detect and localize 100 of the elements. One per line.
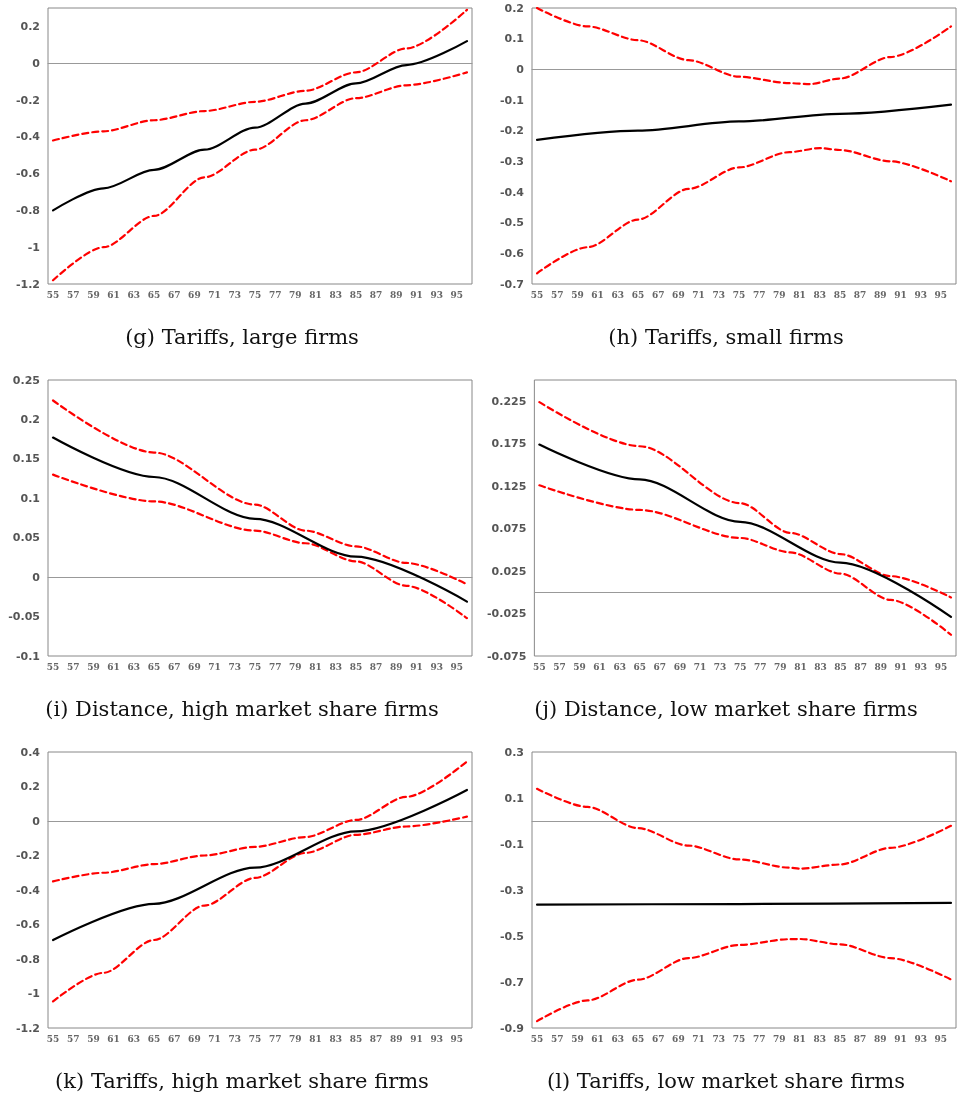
- x-tick-label: 65: [631, 1033, 645, 1044]
- y-tick-label: 0.2: [504, 1, 524, 15]
- x-tick-label: 95: [934, 1033, 948, 1044]
- x-tick-label: 65: [147, 289, 161, 300]
- x-tick-label: 61: [593, 661, 606, 672]
- x-tick-label: 63: [127, 661, 141, 672]
- y-tick-label: -0.8: [15, 952, 40, 966]
- x-tick-label: 55: [46, 289, 60, 300]
- x-tick-label: 71: [692, 1033, 705, 1044]
- x-tick-label: 69: [672, 289, 685, 300]
- x-tick-label: 83: [813, 289, 826, 300]
- text: (i) Distance, high market share firms: [45, 696, 439, 721]
- x-tick-label: 87: [854, 661, 867, 672]
- x-tick-label: 71: [693, 661, 707, 672]
- x-tick-label: 63: [127, 289, 141, 300]
- x-tick-label: 85: [349, 289, 363, 300]
- x-tick-label: 57: [66, 1033, 80, 1044]
- x-tick-label: 87: [853, 289, 867, 300]
- x-tick-label: 77: [752, 1033, 766, 1044]
- x-tick-label: 93: [430, 289, 443, 300]
- x-tick-label: 59: [87, 289, 100, 300]
- y-tick-label: -0.9: [499, 1021, 524, 1035]
- x-tick-label: 57: [550, 289, 564, 300]
- x-tick-label: 73: [228, 661, 242, 672]
- x-tick-label: 77: [753, 661, 767, 672]
- x-tick-label: 57: [66, 289, 80, 300]
- x-tick-label: 89: [390, 661, 403, 672]
- x-tick-label: 61: [591, 289, 604, 300]
- y-tick-label: 0: [32, 570, 41, 584]
- y-tick-label: 0: [516, 62, 525, 76]
- y-tick-label: -0.8: [15, 203, 40, 217]
- x-tick-label: 67: [653, 661, 667, 672]
- y-tick-label: -0.2: [499, 124, 524, 138]
- x-tick-label: 81: [309, 289, 322, 300]
- x-tick-label: 69: [672, 1033, 685, 1044]
- x-tick-label: 81: [309, 1033, 322, 1044]
- y-tick-label: -0.3: [499, 154, 524, 168]
- x-tick-label: 59: [571, 289, 584, 300]
- x-tick-label: 91: [894, 1033, 907, 1044]
- x-tick-label: 95: [450, 661, 464, 672]
- x-tick-label: 65: [147, 661, 161, 672]
- x-tick-label: 69: [188, 289, 201, 300]
- x-tick-label: 87: [369, 1033, 383, 1044]
- text: (h) Tariffs, small firms: [608, 324, 844, 349]
- y-tick-label: -0.1: [499, 93, 524, 107]
- x-tick-label: 59: [573, 661, 586, 672]
- text: (g) Tariffs, large firms: [125, 324, 359, 349]
- x-tick-label: 79: [773, 289, 786, 300]
- x-tick-label: 57: [553, 661, 566, 672]
- x-tick-label: 69: [188, 1033, 201, 1044]
- x-tick-label: 77: [268, 661, 282, 672]
- x-tick-label: 75: [248, 289, 262, 300]
- x-tick-label: 81: [793, 289, 806, 300]
- y-tick-label: -0.7: [499, 277, 524, 291]
- x-tick-label: 65: [631, 289, 645, 300]
- x-tick-label: 61: [107, 289, 120, 300]
- x-tick-label: 63: [611, 289, 625, 300]
- x-tick-label: 95: [934, 289, 948, 300]
- x-tick-label: 91: [894, 661, 908, 672]
- x-tick-label: 75: [732, 1033, 746, 1044]
- y-tick-label: 0: [32, 814, 41, 828]
- y-tick-label: -0.2: [15, 849, 40, 862]
- x-tick-label: 79: [773, 1033, 786, 1044]
- x-tick-label: 93: [914, 1033, 927, 1044]
- y-tick-label: -0.2: [15, 93, 40, 107]
- x-tick-label: 85: [834, 661, 847, 672]
- x-tick-label: 75: [732, 289, 746, 300]
- x-tick-label: 71: [208, 1033, 221, 1044]
- text: (l) Tariffs, low market share firms: [547, 1068, 905, 1093]
- line-series: [538, 484, 953, 636]
- x-tick-label: 83: [814, 661, 827, 672]
- x-tick-label: 85: [349, 1033, 363, 1044]
- x-tick-label: 79: [289, 289, 302, 300]
- x-tick-label: 59: [571, 1033, 584, 1044]
- x-tick-label: 93: [914, 289, 927, 300]
- x-tick-label: 67: [167, 661, 181, 672]
- y-tick-label: 0.3: [504, 745, 524, 759]
- x-tick-label: 65: [633, 661, 647, 672]
- x-tick-label: 67: [651, 289, 665, 300]
- y-tick-label: -0.6: [15, 167, 41, 181]
- x-tick-label: 93: [430, 1033, 443, 1044]
- line-series: [51, 760, 469, 883]
- y-tick-label: -0.4: [15, 883, 41, 897]
- x-tick-label: 63: [613, 661, 626, 672]
- y-tick-label: 0.25: [12, 373, 40, 387]
- x-tick-label: 85: [833, 289, 847, 300]
- x-tick-label: 91: [410, 1033, 423, 1044]
- y-tick-label: 0.1: [504, 791, 524, 805]
- y-tick-label: -0.05: [8, 610, 40, 624]
- text: (j) Distance, low market share firms: [534, 696, 918, 721]
- x-tick-label: 75: [248, 661, 262, 672]
- y-tick-label: 0.075: [491, 522, 527, 536]
- x-tick-label: 79: [289, 661, 302, 672]
- y-tick-label: -1: [27, 987, 40, 1000]
- x-tick-label: 77: [268, 1033, 282, 1044]
- y-tick-label: -0.1: [499, 837, 524, 851]
- y-tick-label: 0.1: [20, 491, 40, 505]
- x-tick-label: 81: [309, 661, 322, 672]
- y-tick-label: 0.2: [20, 19, 40, 33]
- x-tick-label: 85: [349, 661, 363, 672]
